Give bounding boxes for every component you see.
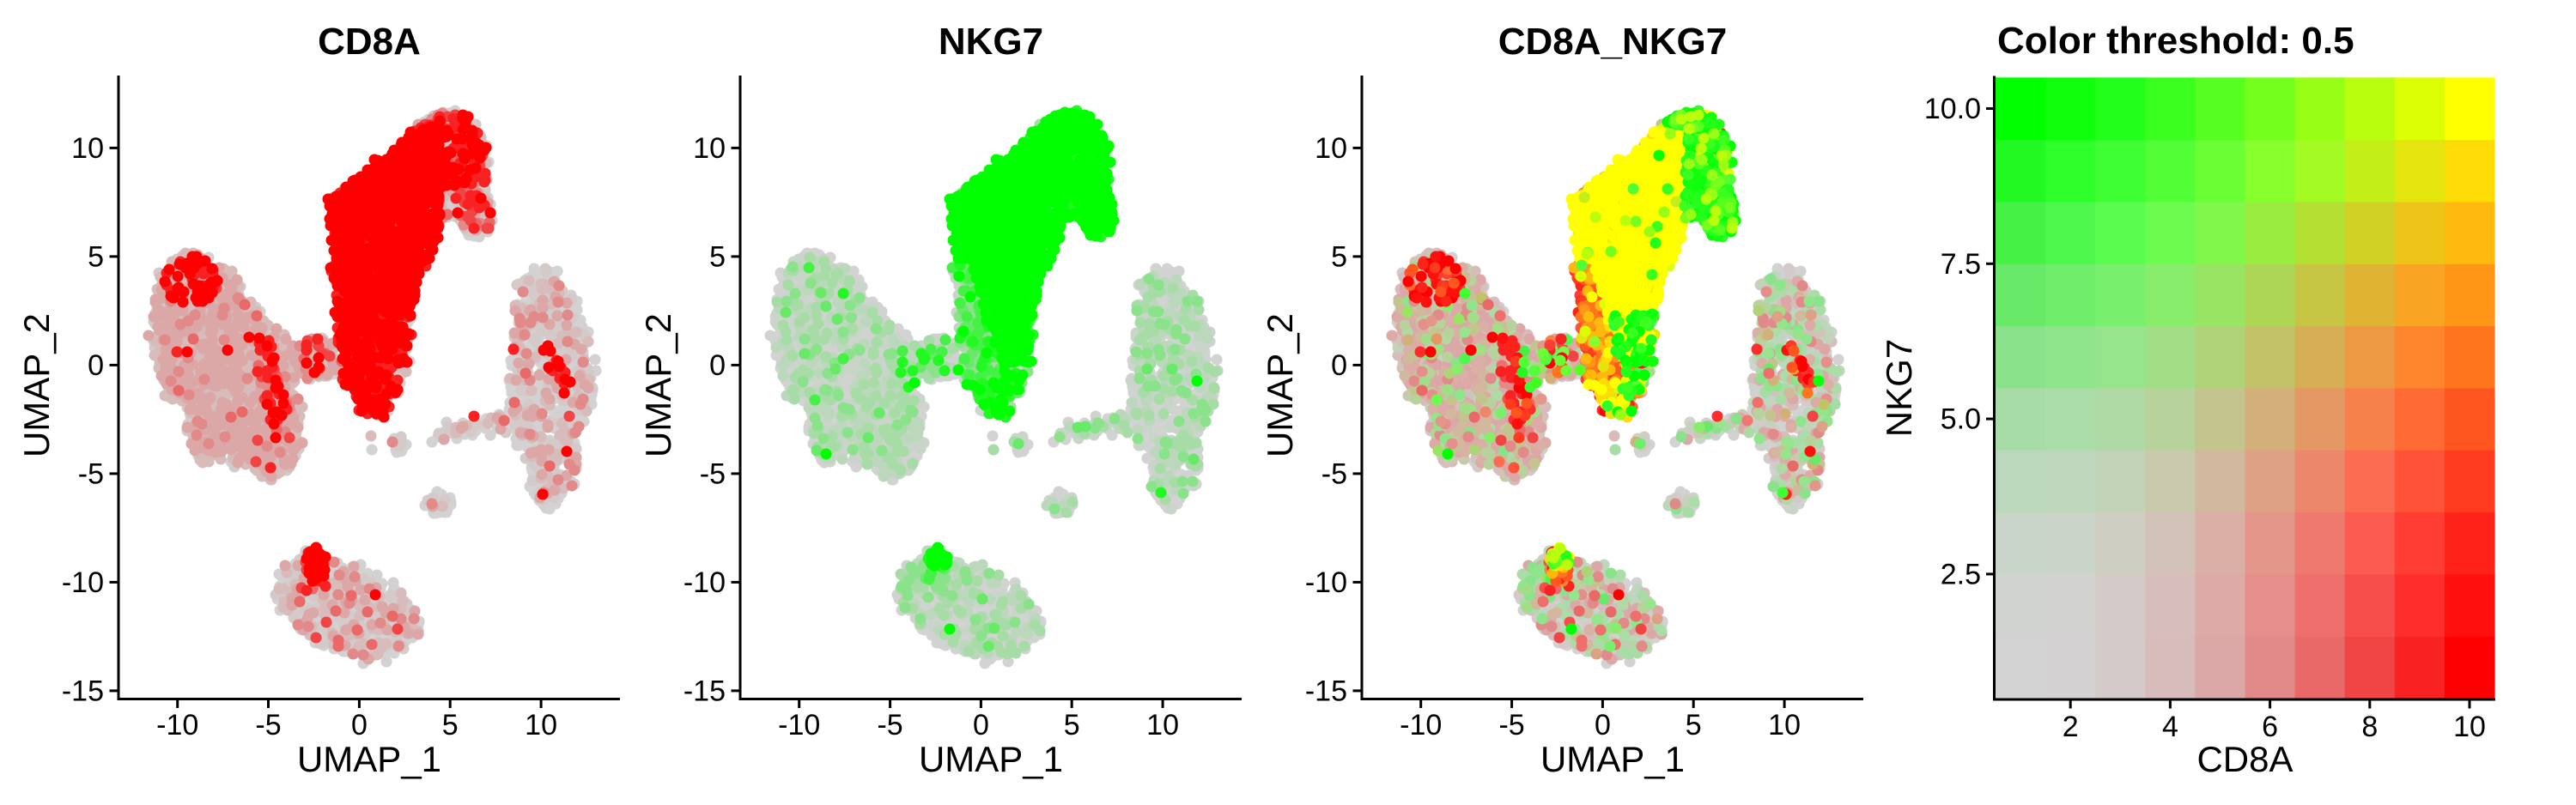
svg-text:10: 10 — [71, 132, 104, 165]
svg-text:-5: -5 — [877, 709, 902, 741]
svg-text:5.0: 5.0 — [1941, 403, 1981, 436]
svg-text:-10: -10 — [1305, 566, 1347, 599]
svg-text:0: 0 — [351, 709, 368, 741]
svg-text:5: 5 — [1064, 709, 1080, 741]
svg-text:UMAP_1: UMAP_1 — [919, 739, 1063, 779]
svg-text:CD8A: CD8A — [318, 21, 421, 63]
svg-text:10: 10 — [1146, 709, 1179, 741]
svg-text:-15: -15 — [1305, 675, 1347, 707]
svg-text:CD8A_NKG7: CD8A_NKG7 — [1498, 21, 1728, 63]
svg-text:2: 2 — [2063, 711, 2079, 743]
svg-text:0: 0 — [88, 349, 104, 382]
svg-text:5: 5 — [442, 709, 459, 741]
svg-text:8: 8 — [2361, 711, 2378, 743]
svg-text:UMAP_2: UMAP_2 — [1260, 313, 1300, 457]
svg-text:-5: -5 — [255, 709, 281, 741]
svg-text:10: 10 — [693, 132, 726, 165]
svg-text:-10: -10 — [683, 566, 726, 599]
svg-text:5: 5 — [88, 240, 104, 273]
svg-text:5: 5 — [709, 240, 726, 273]
svg-text:NKG7: NKG7 — [1879, 339, 1919, 437]
svg-text:-10: -10 — [156, 709, 198, 741]
svg-text:CD8A: CD8A — [2196, 739, 2293, 779]
svg-text:5: 5 — [1331, 240, 1347, 273]
svg-text:-5: -5 — [78, 457, 104, 490]
svg-text:0: 0 — [709, 349, 726, 382]
svg-text:-15: -15 — [683, 675, 726, 707]
svg-text:UMAP_1: UMAP_1 — [297, 739, 441, 779]
svg-text:10: 10 — [1315, 132, 1347, 165]
svg-text:-10: -10 — [1400, 709, 1442, 741]
svg-text:0: 0 — [1331, 349, 1347, 382]
svg-text:-5: -5 — [1321, 457, 1347, 490]
svg-text:5: 5 — [1686, 709, 1702, 741]
svg-text:2.5: 2.5 — [1941, 558, 1981, 590]
svg-text:7.5: 7.5 — [1941, 248, 1981, 281]
svg-text:-15: -15 — [62, 675, 104, 707]
svg-text:NKG7: NKG7 — [939, 21, 1043, 63]
svg-text:UMAP_2: UMAP_2 — [16, 313, 57, 457]
svg-text:-5: -5 — [700, 457, 726, 490]
svg-text:10: 10 — [1768, 709, 1801, 741]
svg-text:6: 6 — [2262, 711, 2278, 743]
svg-text:0: 0 — [973, 709, 989, 741]
svg-text:-10: -10 — [778, 709, 820, 741]
svg-text:-10: -10 — [62, 566, 104, 599]
svg-text:10.0: 10.0 — [1924, 93, 1981, 125]
svg-text:10: 10 — [2453, 711, 2486, 743]
svg-text:4: 4 — [2162, 711, 2178, 743]
svg-text:10: 10 — [525, 709, 557, 741]
svg-text:UMAP_2: UMAP_2 — [638, 313, 678, 457]
svg-text:-5: -5 — [1498, 709, 1524, 741]
svg-text:UMAP_1: UMAP_1 — [1540, 739, 1685, 779]
svg-text:0: 0 — [1595, 709, 1611, 741]
svg-text:Color threshold: 0.5: Color threshold: 0.5 — [1997, 20, 2354, 62]
